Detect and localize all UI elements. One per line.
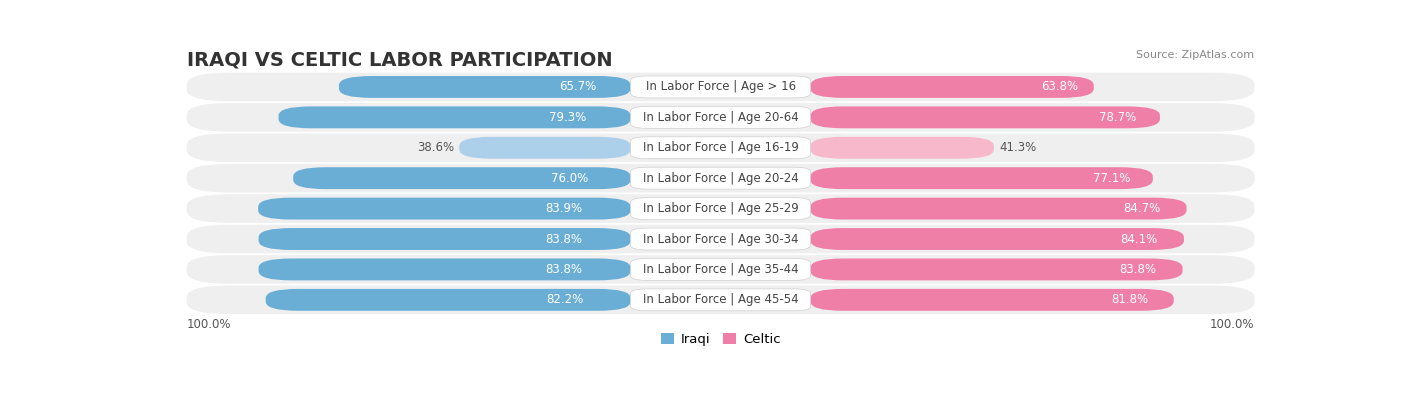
FancyBboxPatch shape xyxy=(187,286,1254,314)
FancyBboxPatch shape xyxy=(631,198,810,220)
FancyBboxPatch shape xyxy=(631,106,810,128)
FancyBboxPatch shape xyxy=(631,76,810,98)
Text: 76.0%: 76.0% xyxy=(551,172,589,185)
Text: 84.7%: 84.7% xyxy=(1123,202,1160,215)
Text: 82.2%: 82.2% xyxy=(547,293,583,307)
Text: 65.7%: 65.7% xyxy=(560,81,596,94)
Text: 77.1%: 77.1% xyxy=(1092,172,1130,185)
Text: Source: ZipAtlas.com: Source: ZipAtlas.com xyxy=(1136,51,1254,60)
FancyBboxPatch shape xyxy=(631,228,810,250)
FancyBboxPatch shape xyxy=(810,228,1184,250)
Text: In Labor Force | Age 20-24: In Labor Force | Age 20-24 xyxy=(643,172,799,185)
FancyBboxPatch shape xyxy=(631,167,810,189)
Text: 83.9%: 83.9% xyxy=(546,202,582,215)
Text: In Labor Force | Age 25-29: In Labor Force | Age 25-29 xyxy=(643,202,799,215)
FancyBboxPatch shape xyxy=(259,258,631,280)
FancyBboxPatch shape xyxy=(187,73,1254,101)
FancyBboxPatch shape xyxy=(631,137,810,159)
FancyBboxPatch shape xyxy=(810,106,1160,128)
FancyBboxPatch shape xyxy=(631,289,810,311)
Text: In Labor Force | Age 35-44: In Labor Force | Age 35-44 xyxy=(643,263,799,276)
FancyBboxPatch shape xyxy=(631,258,810,280)
Text: 38.6%: 38.6% xyxy=(416,141,454,154)
FancyBboxPatch shape xyxy=(294,167,631,189)
FancyBboxPatch shape xyxy=(810,137,994,159)
Text: 83.8%: 83.8% xyxy=(546,233,582,246)
FancyBboxPatch shape xyxy=(259,198,631,220)
Text: 100.0%: 100.0% xyxy=(187,318,231,331)
FancyBboxPatch shape xyxy=(187,103,1254,132)
Text: 63.8%: 63.8% xyxy=(1042,81,1078,94)
FancyBboxPatch shape xyxy=(278,106,631,128)
FancyBboxPatch shape xyxy=(187,255,1254,284)
Text: In Labor Force | Age > 16: In Labor Force | Age > 16 xyxy=(645,81,796,94)
Legend: Iraqi, Celtic: Iraqi, Celtic xyxy=(655,327,786,351)
FancyBboxPatch shape xyxy=(810,76,1094,98)
FancyBboxPatch shape xyxy=(810,198,1187,220)
Text: 79.3%: 79.3% xyxy=(548,111,586,124)
FancyBboxPatch shape xyxy=(266,289,631,311)
Text: 83.8%: 83.8% xyxy=(546,263,582,276)
Text: In Labor Force | Age 30-34: In Labor Force | Age 30-34 xyxy=(643,233,799,246)
Text: 81.8%: 81.8% xyxy=(1112,293,1149,307)
Text: In Labor Force | Age 16-19: In Labor Force | Age 16-19 xyxy=(643,141,799,154)
FancyBboxPatch shape xyxy=(810,258,1182,280)
FancyBboxPatch shape xyxy=(259,228,631,250)
Text: IRAQI VS CELTIC LABOR PARTICIPATION: IRAQI VS CELTIC LABOR PARTICIPATION xyxy=(187,51,612,70)
FancyBboxPatch shape xyxy=(810,167,1153,189)
Text: 84.1%: 84.1% xyxy=(1121,233,1157,246)
Text: 100.0%: 100.0% xyxy=(1211,318,1254,331)
FancyBboxPatch shape xyxy=(460,137,631,159)
Text: In Labor Force | Age 45-54: In Labor Force | Age 45-54 xyxy=(643,293,799,307)
FancyBboxPatch shape xyxy=(810,289,1174,311)
Text: In Labor Force | Age 20-64: In Labor Force | Age 20-64 xyxy=(643,111,799,124)
FancyBboxPatch shape xyxy=(339,76,631,98)
Text: 41.3%: 41.3% xyxy=(1000,141,1036,154)
FancyBboxPatch shape xyxy=(187,225,1254,253)
Text: 83.8%: 83.8% xyxy=(1119,263,1156,276)
FancyBboxPatch shape xyxy=(187,134,1254,162)
FancyBboxPatch shape xyxy=(187,164,1254,192)
FancyBboxPatch shape xyxy=(187,194,1254,223)
Text: 78.7%: 78.7% xyxy=(1099,111,1136,124)
